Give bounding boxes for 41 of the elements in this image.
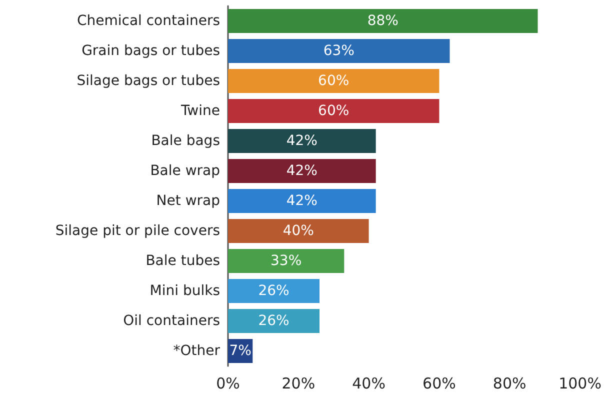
x-tick-label: 60% <box>422 374 456 392</box>
y-tick-label: *Other <box>173 343 220 359</box>
bar <box>228 159 376 183</box>
data-label: 7% <box>229 343 252 359</box>
x-tick-label: 80% <box>492 374 526 392</box>
bar <box>228 129 376 153</box>
y-tick-label: Silage bags or tubes <box>76 73 220 89</box>
bar <box>228 189 376 213</box>
bar <box>228 249 344 273</box>
x-tick-label: 40% <box>352 374 386 392</box>
data-label: 33% <box>270 253 302 269</box>
data-label: 60% <box>318 103 350 119</box>
bar <box>228 99 440 123</box>
y-tick-label: Silage pit or pile covers <box>55 223 220 239</box>
data-label: 42% <box>286 193 318 209</box>
data-label: 40% <box>282 223 314 239</box>
y-tick-label: Twine <box>180 103 220 119</box>
x-tick-label: 20% <box>282 374 316 392</box>
data-label: 26% <box>258 283 290 299</box>
bar <box>228 219 369 243</box>
data-label: 63% <box>323 43 354 59</box>
y-tick-label: Bale bags <box>151 133 220 149</box>
bar <box>228 279 320 303</box>
x-tick-label: 0% <box>216 374 240 392</box>
data-label: 42% <box>286 163 318 179</box>
data-label: 42% <box>286 133 318 149</box>
x-tick-label: 100% <box>558 374 602 392</box>
data-label: 26% <box>258 313 290 329</box>
y-tick-label: Grain bags or tubes <box>82 43 220 59</box>
data-label: 60% <box>318 73 350 89</box>
bar <box>228 39 450 63</box>
bar <box>228 69 440 93</box>
data-label: 88% <box>367 13 398 29</box>
bar <box>228 309 320 333</box>
y-tick-label: Mini bulks <box>150 283 220 299</box>
y-tick-label: Bale tubes <box>146 253 220 269</box>
bar <box>228 9 538 33</box>
y-tick-label: Net wrap <box>156 193 220 209</box>
y-tick-label: Bale wrap <box>150 163 220 179</box>
y-tick-label: Chemical containers <box>76 13 220 29</box>
y-tick-label: Oil containers <box>123 313 220 329</box>
